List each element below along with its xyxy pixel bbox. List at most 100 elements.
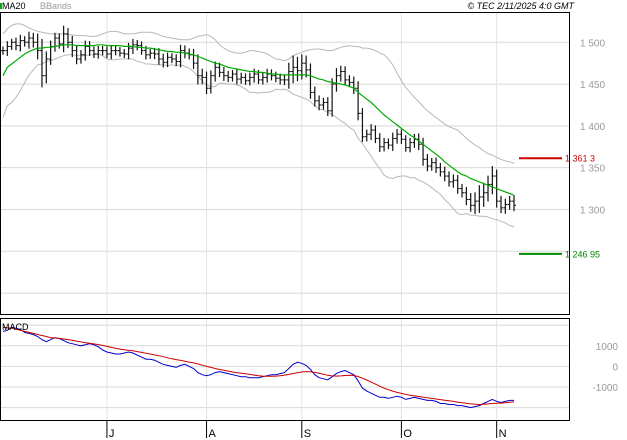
macd-signal-line [2,326,515,406]
credit-text: © TEC 2/11/2025 4:0 GMT [467,1,575,11]
ohlc-bar [330,78,335,117]
macd-y-tick-label: 1000 [596,342,619,353]
macd-y-tick-labels: 1000 0 -1000 [592,342,618,394]
ohlc-bar [208,70,213,94]
ohlc-bar [96,45,101,59]
ohlc-bar [239,72,244,84]
ohlc-bar [386,138,391,150]
price-y-tick-label: 1 400 [580,122,605,133]
bbands-legend-label: BBands [40,1,72,11]
ohlc-bar [5,41,10,56]
ohlc-bar [312,86,317,107]
x-tick-label: O [403,428,412,440]
ma20-legend-label: MA20 [2,1,26,11]
ohlc-bar [122,49,127,59]
ohlc-bar [200,68,205,85]
ohlc-bar [87,41,92,56]
price-markers: 1 361 3 1 246 95 [519,154,600,259]
ohlc-bar [174,54,179,67]
ohlc-bar [282,74,287,86]
ohlc-bar [26,31,31,49]
macd-lines [2,326,515,409]
ohlc-bar [273,71,278,83]
ohlc-bar [503,198,508,214]
ohlc-bar [230,69,235,82]
ohlc-bar [217,62,222,78]
ohlc-bar [243,73,248,85]
price-y-tick-label: 1 350 [580,164,605,175]
ohlc-bar [83,40,88,61]
ohlc-bar [204,71,209,95]
ma20-line [2,44,515,196]
ohlc-bar [442,166,447,182]
price-panel [0,12,570,315]
price-y-tick-label: 1 300 [580,205,605,216]
x-tick-label: S [304,428,311,440]
ohlc-bar [304,55,309,78]
x-tick-label: A [209,428,217,440]
ohlc-bar [334,68,339,92]
ohlc-bar [44,51,49,84]
ohlc-bar [364,129,369,142]
ohlc-bar [399,129,404,144]
ohlc-bar [61,25,66,53]
ohlc-bar [13,37,18,51]
ohlc-bar [338,65,343,82]
ohlc-bar [291,55,296,84]
ohlc-bar [308,63,313,99]
ohlc-bar [451,174,456,188]
price-marker-label: 1 246 95 [565,249,600,259]
ohlc-bar [31,32,36,48]
ohlc-bar [152,47,157,60]
ohlc-bar [70,35,75,58]
ohlc-bar [109,45,114,60]
ohlc-bar [464,186,469,206]
x-tick-label: N [499,428,507,440]
ohlc-bar [373,125,378,144]
ohlc-bar [156,48,161,65]
price-marker-label: 1 361 3 [565,154,595,164]
ohlc-bar [460,183,465,198]
ohlc-bar [135,40,140,51]
ohlc-bar [468,193,473,212]
bollinger-bands [2,23,515,228]
ohlc-bar [260,72,265,85]
ohlc-bar [161,53,166,68]
x-tick-label: J [109,428,115,440]
ohlc-bar [377,133,382,153]
ohlc-bar [178,44,183,68]
ohlc-bar [481,182,486,207]
ohlc-bar [1,46,5,55]
ohlc-bar [139,41,144,55]
ohlc-bar [39,38,44,88]
ohlc-bar [382,137,387,152]
ohlc-bar [438,162,443,177]
ohlc-bar [347,75,352,88]
ohlc-bar [447,171,452,187]
ohlc-bar [325,97,330,117]
ohlc-bar [78,50,83,64]
macd-line [2,326,514,409]
ohlc-bar [425,154,430,172]
ohlc-bar [360,108,365,143]
ohlc-bar [113,45,118,56]
macd-y-tick-label: -1000 [592,383,618,394]
ohlc-bar [18,34,23,52]
ohlc-bar [403,135,408,152]
ohlc-bar [234,68,239,85]
ohlc-bar [490,166,495,195]
ohlc-bar [408,137,413,153]
macd-panel [0,318,570,421]
ohlc-bar [286,62,291,89]
ohlc-bar [395,128,400,144]
ohlc-bar [390,132,395,151]
ohlc-bar [512,195,516,212]
ohlc-bar [169,53,174,64]
ohlc-bar [104,46,109,59]
ohlc-bar [369,124,374,141]
macd-title: MACD [2,322,29,332]
ohlc-bar [165,52,170,68]
ohlc-bar [74,45,79,65]
